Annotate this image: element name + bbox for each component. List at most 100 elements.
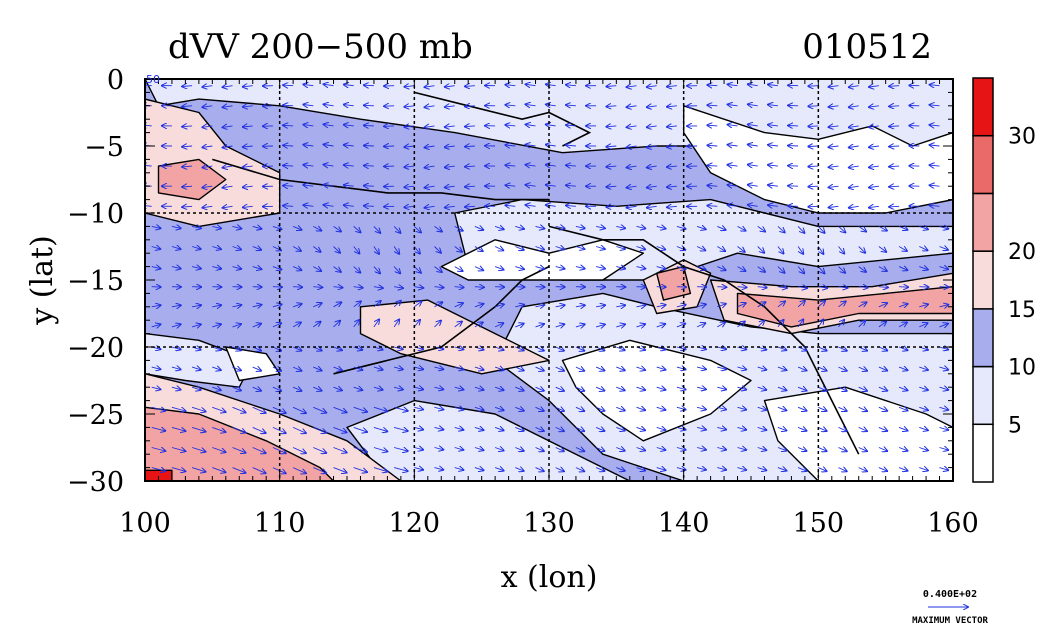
wind-vector (252, 447, 266, 454)
wind-vector (474, 387, 484, 390)
wind-vector (434, 321, 442, 328)
wind-vector (889, 166, 900, 167)
wind-vector (546, 145, 556, 146)
colorbar-label: 5 (1008, 413, 1022, 438)
wind-vector (333, 287, 343, 288)
wind-vector (676, 267, 686, 270)
wind-vector (474, 226, 483, 230)
wind-vector (777, 468, 787, 471)
wind-vector (818, 448, 826, 452)
wind-vector (333, 266, 341, 272)
wind-vector (404, 126, 415, 127)
wind-vector (145, 125, 152, 126)
wind-vector (919, 427, 928, 430)
wind-vector (212, 305, 221, 307)
wind-vector (283, 166, 294, 167)
wind-vector (858, 367, 867, 371)
wind-vector (252, 305, 262, 307)
wind-vector (636, 267, 646, 269)
wind-vector (898, 267, 907, 271)
wind-vector (223, 166, 233, 168)
wind-vector (869, 166, 879, 167)
wind-vector (333, 246, 341, 253)
wind-vector (939, 367, 949, 370)
wind-vector (353, 467, 367, 473)
wind-vector (838, 448, 847, 452)
wind-vector (344, 85, 354, 86)
wind-vector (595, 468, 604, 472)
wind-vector (838, 427, 847, 431)
wind-vector (818, 367, 826, 371)
wind-vector (636, 305, 646, 307)
wind-vector (858, 427, 867, 431)
wind-vector (717, 304, 726, 307)
wind-vector (899, 287, 908, 288)
wind-vector (616, 247, 625, 250)
wind-vector (595, 387, 604, 391)
wind-vector (526, 145, 536, 146)
wind-vector (454, 347, 464, 349)
wind-vector (353, 447, 367, 453)
wind-vector (656, 347, 666, 350)
colorbar-label: 10 (1008, 356, 1036, 381)
wind-vector (808, 206, 819, 207)
wind-vector (252, 387, 261, 391)
wind-vector (858, 302, 867, 307)
wind-vector (728, 84, 738, 85)
wind-vector (324, 185, 334, 187)
colorbar-segment (972, 192, 994, 252)
wind-vector (404, 166, 415, 167)
wind-vector (737, 287, 747, 288)
wind-vector (252, 267, 262, 270)
colorbar-segment (972, 77, 994, 137)
wind-vector (919, 304, 928, 307)
wind-vector (768, 85, 778, 86)
wind-vector (829, 206, 839, 207)
wind-vector (364, 146, 374, 147)
wind-vector (292, 447, 306, 454)
wind-vector (878, 303, 887, 307)
wind-vector (414, 427, 423, 429)
wind-vector (717, 322, 725, 327)
wind-vector (606, 86, 617, 87)
wind-vector (647, 186, 657, 187)
colorbar-segment (972, 134, 994, 195)
contour-region-14 (656, 265, 692, 301)
wind-vector (757, 407, 767, 410)
wind-vector (566, 205, 576, 206)
wind-vector (737, 468, 747, 470)
wind-vector (858, 226, 866, 231)
wind-vector (596, 305, 605, 307)
wind-vector (151, 468, 166, 472)
y-axis-label: y (lat) (25, 235, 60, 325)
wind-vector (676, 387, 686, 389)
wind-vector (393, 226, 400, 233)
wind-vector (232, 267, 242, 269)
wind-vector (797, 468, 806, 471)
wind-vector (838, 347, 847, 351)
wind-vector (647, 86, 657, 87)
wind-vector (515, 347, 523, 350)
wind-vector (898, 347, 907, 350)
wind-vector (182, 106, 193, 107)
wind-vector (869, 106, 879, 107)
wind-vector (454, 246, 462, 252)
wind-vector (202, 166, 213, 167)
wind-vector (616, 448, 624, 451)
wind-vector (526, 125, 536, 126)
wind-vector (292, 322, 301, 327)
wind-vector (728, 145, 738, 146)
wind-vector (171, 226, 181, 228)
wind-vector (575, 427, 584, 431)
wind-vector (145, 85, 152, 86)
contour-region-9 (346, 399, 631, 481)
wind-vector (474, 468, 484, 471)
wind-vector (737, 427, 747, 429)
wind-vector (817, 226, 824, 233)
wind-vector (393, 266, 400, 274)
wind-vector (829, 126, 839, 127)
wind-vector (566, 85, 576, 86)
wind-vector (505, 125, 516, 126)
wind-vector (748, 165, 758, 167)
wind-vector (414, 448, 423, 450)
